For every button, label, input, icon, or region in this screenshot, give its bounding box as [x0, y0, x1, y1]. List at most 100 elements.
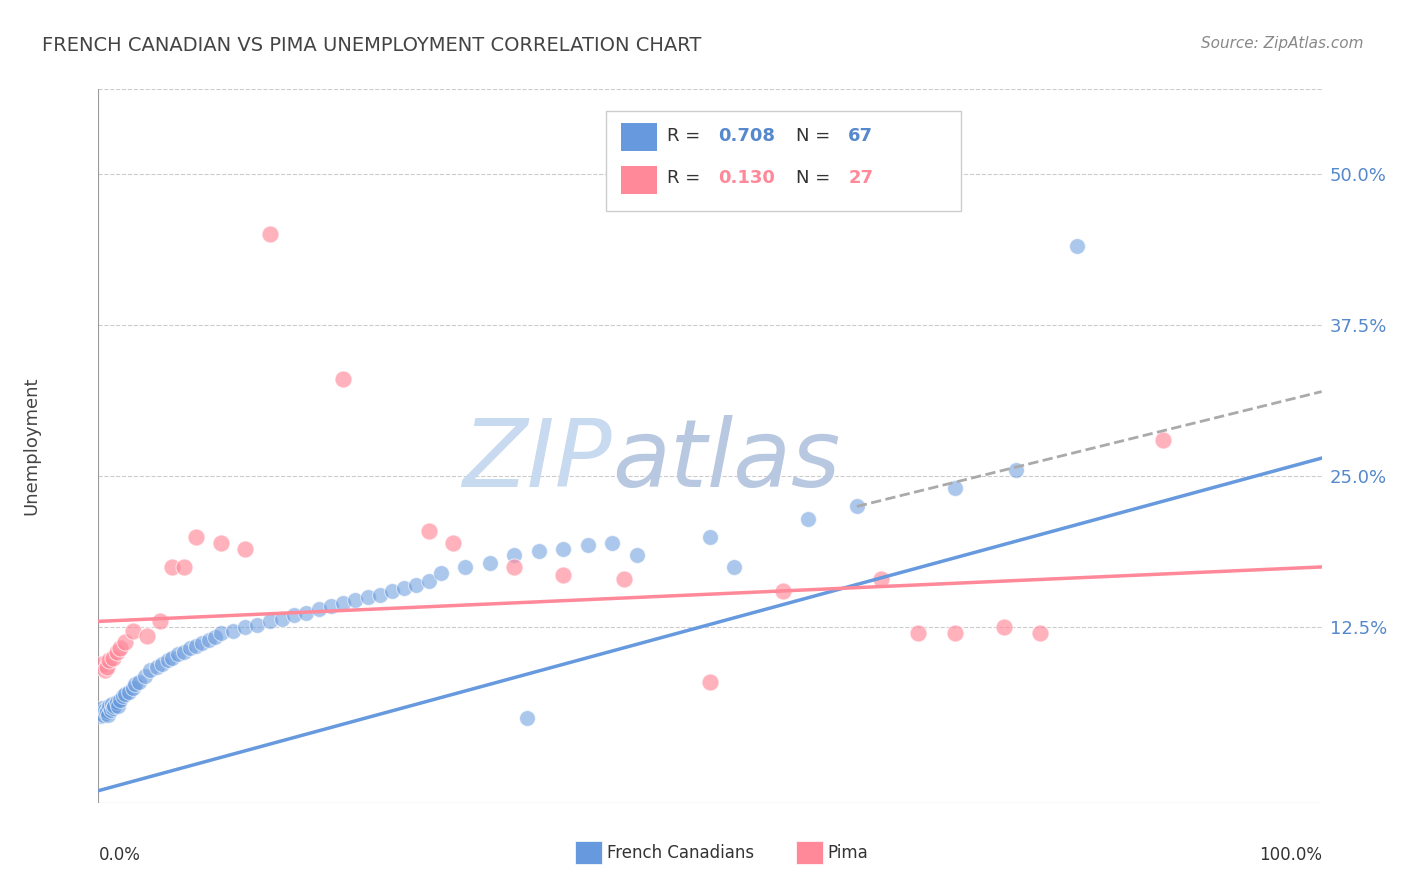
Bar	[620, 166, 658, 194]
Point	[91, 701, 114, 715]
Point	[89, 705, 111, 719]
Point	[110, 640, 132, 655]
Point	[93, 703, 115, 717]
Text: FRENCH CANADIAN VS PIMA UNEMPLOYMENT CORRELATION CHART: FRENCH CANADIAN VS PIMA UNEMPLOYMENT COR…	[42, 36, 702, 54]
Point	[157, 653, 180, 667]
Point	[146, 660, 169, 674]
Point	[134, 669, 156, 683]
Point	[191, 636, 214, 650]
Point	[91, 707, 114, 722]
Point	[699, 530, 721, 544]
Bar	[575, 841, 602, 864]
Point	[114, 687, 136, 701]
Point	[101, 697, 124, 711]
Point	[173, 645, 195, 659]
Point	[167, 647, 190, 661]
Point	[96, 704, 118, 718]
Point	[356, 590, 378, 604]
Point	[418, 524, 440, 538]
Point	[907, 626, 929, 640]
Point	[97, 707, 120, 722]
Point	[149, 615, 172, 629]
Point	[209, 626, 232, 640]
Point	[101, 701, 124, 715]
Text: R =: R =	[668, 169, 706, 187]
Text: 67: 67	[848, 127, 873, 145]
Point	[94, 706, 117, 721]
Point	[478, 557, 501, 571]
Point	[576, 538, 599, 552]
Point	[105, 645, 128, 659]
Point	[626, 548, 648, 562]
Point	[186, 639, 208, 653]
Point	[96, 660, 118, 674]
Point	[124, 677, 146, 691]
Point	[101, 650, 124, 665]
Text: atlas: atlas	[612, 415, 841, 506]
Point	[441, 535, 464, 549]
Point	[344, 592, 367, 607]
Point	[114, 635, 136, 649]
Point	[121, 624, 143, 638]
Point	[259, 227, 281, 242]
Point	[1066, 239, 1088, 253]
Point	[503, 560, 526, 574]
Point	[1029, 626, 1052, 640]
Point	[90, 708, 112, 723]
Point	[797, 511, 820, 525]
Text: N =: N =	[796, 169, 835, 187]
Point	[993, 620, 1015, 634]
Point	[105, 695, 128, 709]
Point	[405, 578, 427, 592]
Point	[870, 572, 893, 586]
Text: R =: R =	[668, 127, 706, 145]
Text: French Canadians: French Canadians	[607, 844, 755, 862]
Point	[186, 530, 208, 544]
Text: Unemployment: Unemployment	[22, 376, 41, 516]
Text: 0.0%: 0.0%	[98, 846, 141, 863]
Point	[392, 581, 416, 595]
Point	[197, 632, 219, 647]
Point	[118, 684, 141, 698]
Point	[430, 566, 453, 580]
Point	[233, 541, 256, 556]
Text: 27: 27	[848, 169, 873, 187]
Point	[160, 560, 183, 574]
Text: 0.708: 0.708	[718, 127, 776, 145]
Text: Source: ZipAtlas.com: Source: ZipAtlas.com	[1201, 36, 1364, 51]
Point	[503, 548, 526, 562]
Point	[723, 560, 745, 574]
Point	[418, 574, 440, 589]
Text: ZIP: ZIP	[463, 415, 612, 506]
Text: 0.130: 0.130	[718, 169, 776, 187]
Point	[515, 711, 537, 725]
Point	[136, 629, 159, 643]
FancyBboxPatch shape	[606, 111, 960, 211]
Point	[308, 602, 330, 616]
Point	[454, 560, 477, 574]
Point	[259, 615, 281, 629]
Point	[93, 663, 115, 677]
Point	[160, 650, 183, 665]
Point	[98, 699, 121, 714]
Point	[381, 584, 404, 599]
Point	[527, 544, 550, 558]
Point	[295, 606, 318, 620]
Point	[368, 588, 391, 602]
Point	[128, 674, 150, 689]
Point	[332, 596, 354, 610]
Point	[772, 584, 794, 599]
Bar	[796, 841, 823, 864]
Point	[943, 626, 966, 640]
Point	[179, 640, 201, 655]
Point	[110, 693, 132, 707]
Point	[103, 699, 125, 714]
Point	[246, 618, 269, 632]
Point	[233, 620, 256, 634]
Point	[209, 535, 232, 549]
Point	[1152, 433, 1174, 447]
Point	[98, 653, 121, 667]
Point	[100, 703, 122, 717]
Text: N =: N =	[796, 127, 835, 145]
Point	[139, 663, 162, 677]
